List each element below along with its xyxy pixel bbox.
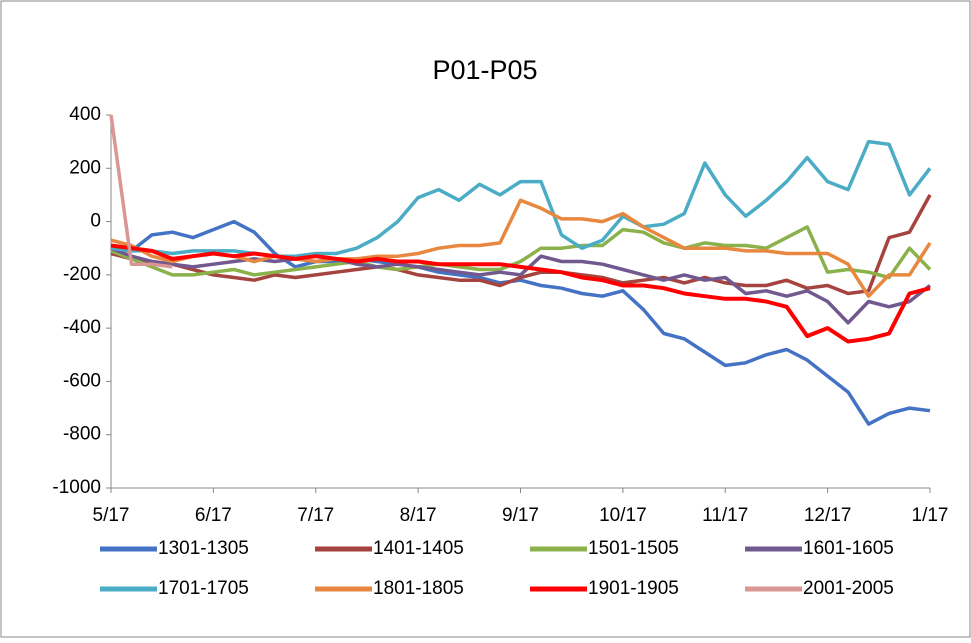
x-tick-label: 8/17 — [400, 505, 437, 526]
y-tick-label: 400 — [69, 104, 101, 125]
legend-label: 1901-1905 — [588, 578, 679, 599]
legend-label: 1801-1805 — [373, 578, 464, 599]
y-tick-label: -1000 — [52, 477, 101, 498]
x-tick-label: 5/17 — [93, 505, 130, 526]
y-tick-label: -200 — [63, 264, 101, 285]
series-line — [109, 114, 173, 269]
legend-label: 1401-1405 — [373, 538, 464, 559]
legend-label: 1601-1605 — [803, 538, 894, 559]
y-tick-label: -400 — [63, 317, 101, 338]
x-tick-label: 11/17 — [702, 505, 748, 526]
series-line — [110, 219, 931, 426]
legend-label: 1301-1305 — [158, 538, 249, 559]
x-tick-label: 7/17 — [297, 505, 334, 526]
series-line — [110, 198, 932, 298]
x-tick-label: 6/17 — [195, 505, 232, 526]
x-tick-label: 9/17 — [502, 505, 539, 526]
y-tick-label: -800 — [63, 424, 101, 445]
y-tick-label: -600 — [63, 370, 101, 391]
y-tick-label: 200 — [69, 157, 101, 178]
legend-label: 1701-1705 — [158, 578, 249, 599]
chart-title: P01-P05 — [432, 55, 537, 85]
legend-label: 2001-2005 — [803, 578, 894, 599]
x-tick-label: 1/17 — [912, 505, 949, 526]
series-line — [110, 243, 931, 344]
series-line — [110, 225, 932, 280]
series-line — [110, 194, 932, 296]
y-tick-label: 0 — [90, 211, 101, 232]
legend-label: 1501-1505 — [588, 538, 679, 559]
x-tick-label: 10/17 — [599, 505, 647, 526]
x-tick-label: 12/17 — [804, 505, 852, 526]
